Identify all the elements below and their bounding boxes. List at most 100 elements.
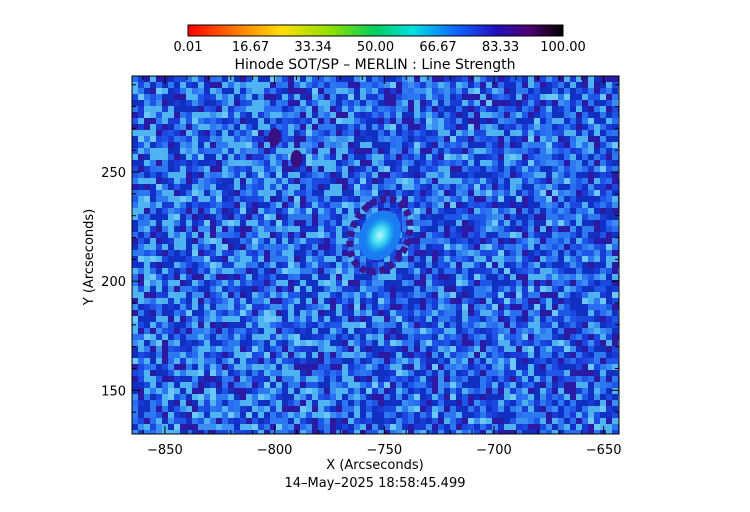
heatmap-cell xyxy=(432,130,438,136)
heatmap-cell xyxy=(240,424,246,430)
heatmap-cell xyxy=(144,304,150,310)
heatmap-cell xyxy=(342,424,348,430)
heatmap-cell xyxy=(444,178,450,184)
heatmap-cell xyxy=(438,262,444,268)
heatmap-cell xyxy=(204,124,210,130)
heatmap-cell xyxy=(432,376,438,382)
heatmap-cell xyxy=(174,238,180,244)
heatmap-cell xyxy=(462,124,468,130)
heatmap-cell xyxy=(444,268,450,274)
heatmap-cell xyxy=(462,214,468,220)
heatmap-cell xyxy=(324,274,330,280)
heatmap-cell xyxy=(318,322,324,328)
heatmap-cell xyxy=(138,136,144,142)
heatmap-cell xyxy=(174,214,180,220)
heatmap-cell xyxy=(366,364,372,370)
heatmap-cell xyxy=(306,244,312,250)
heatmap-cell xyxy=(528,100,534,106)
heatmap-cell xyxy=(174,178,180,184)
heatmap-cell xyxy=(264,238,270,244)
heatmap-cell xyxy=(312,352,318,358)
heatmap-cell xyxy=(450,280,456,286)
heatmap-cell xyxy=(516,400,522,406)
heatmap-cell xyxy=(576,250,582,256)
heatmap-cell xyxy=(564,424,570,430)
heatmap-cell xyxy=(504,376,510,382)
heatmap-cell xyxy=(240,262,246,268)
heatmap-cell xyxy=(318,418,324,424)
heatmap-cell xyxy=(372,388,378,394)
heatmap-cell xyxy=(606,76,612,82)
heatmap-cell xyxy=(540,100,546,106)
heatmap-cell xyxy=(450,400,456,406)
heatmap-cell xyxy=(258,100,264,106)
heatmap-cell xyxy=(150,310,156,316)
heatmap-cell xyxy=(456,394,462,400)
heatmap-cell xyxy=(456,322,462,328)
heatmap-cell xyxy=(318,370,324,376)
heatmap-cell xyxy=(276,376,282,382)
heatmap-cell xyxy=(408,202,414,208)
heatmap-cell xyxy=(414,184,420,190)
heatmap-cell xyxy=(312,142,318,148)
heatmap-cell xyxy=(384,82,390,88)
heatmap-cell xyxy=(558,334,564,340)
heatmap-cell xyxy=(612,208,618,214)
heatmap-cell xyxy=(192,172,198,178)
heatmap-cell xyxy=(564,418,570,424)
heatmap-cell xyxy=(168,316,174,322)
heatmap-cell xyxy=(144,364,150,370)
heatmap-cell xyxy=(204,298,210,304)
heatmap-cell xyxy=(234,268,240,274)
heatmap-cell xyxy=(258,232,264,238)
heatmap-cell xyxy=(156,142,162,148)
heatmap-cell xyxy=(438,166,444,172)
heatmap-cell xyxy=(330,82,336,88)
heatmap-cell xyxy=(270,124,276,130)
heatmap-cell xyxy=(258,412,264,418)
heatmap-cell xyxy=(540,340,546,346)
heatmap-cell xyxy=(492,142,498,148)
heatmap-cell xyxy=(138,76,144,82)
heatmap-cell xyxy=(522,292,528,298)
heatmap-cell xyxy=(204,208,210,214)
heatmap-cell xyxy=(372,118,378,124)
heatmap-cell xyxy=(132,196,138,202)
heatmap-cell xyxy=(156,394,162,400)
heatmap-cell xyxy=(546,106,552,112)
heatmap-cell xyxy=(384,346,390,352)
heatmap-cell xyxy=(576,304,582,310)
heatmap-cell xyxy=(348,112,354,118)
heatmap-cell xyxy=(582,76,588,82)
heatmap-cell xyxy=(576,226,582,232)
heatmap-cell xyxy=(144,238,150,244)
heatmap-cell xyxy=(240,256,246,262)
heatmap-cell xyxy=(612,238,618,244)
heatmap-cell xyxy=(180,346,186,352)
heatmap-cell xyxy=(240,304,246,310)
heatmap-cell xyxy=(558,418,564,424)
heatmap-cell xyxy=(570,352,576,358)
heatmap-cell xyxy=(306,430,312,434)
heatmap-cell xyxy=(456,274,462,280)
heatmap-cell xyxy=(594,154,600,160)
heatmap-cell xyxy=(138,298,144,304)
heatmap-cell xyxy=(504,106,510,112)
heatmap-cell xyxy=(252,394,258,400)
heatmap-cell xyxy=(606,172,612,178)
heatmap-cell xyxy=(462,346,468,352)
heatmap-cell xyxy=(516,328,522,334)
heatmap-cell xyxy=(420,154,426,160)
heatmap-cell xyxy=(198,220,204,226)
heatmap-cell xyxy=(420,136,426,142)
heatmap-cell xyxy=(312,232,318,238)
heatmap-cell xyxy=(600,400,606,406)
heatmap-cell xyxy=(156,136,162,142)
heatmap-cell xyxy=(486,82,492,88)
heatmap-cell xyxy=(222,358,228,364)
heatmap-cell xyxy=(570,286,576,292)
heatmap-cell xyxy=(252,412,258,418)
heatmap-cell xyxy=(204,160,210,166)
heatmap-cell xyxy=(210,400,216,406)
heatmap-cell xyxy=(528,214,534,220)
